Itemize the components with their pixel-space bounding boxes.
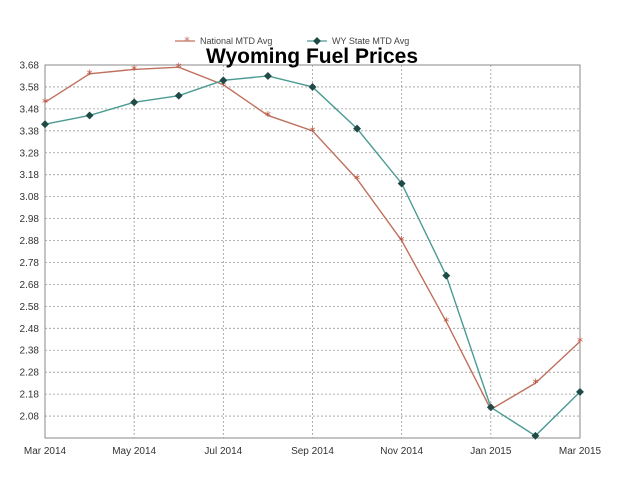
y-tick-label: 2.48: [20, 324, 40, 335]
national-point: *: [310, 124, 316, 138]
y-tick-label: 3.08: [20, 192, 40, 203]
y-tick-label: 3.48: [20, 104, 40, 115]
x-tick-label: Jan 2015: [470, 446, 512, 457]
legend-diamond-icon: [313, 37, 321, 45]
national-point: *: [265, 109, 271, 123]
legend-label-national: National MTD Avg: [200, 36, 272, 46]
national-point: *: [399, 234, 405, 248]
wy-state-point: [397, 179, 406, 188]
y-tick-label: 3.18: [20, 170, 40, 181]
y-tick-label: 2.68: [20, 280, 40, 291]
x-tick-label: Nov 2014: [380, 446, 423, 457]
national-point: *: [443, 315, 449, 329]
national-point: *: [220, 78, 226, 92]
grid: [45, 65, 580, 438]
wy-state-point: [174, 91, 183, 100]
x-tick-label: Jul 2014: [204, 446, 242, 457]
y-tick-label: 2.58: [20, 302, 40, 313]
national-point: *: [131, 63, 137, 77]
national-point: *: [176, 61, 182, 75]
y-tick-label: 3.28: [20, 148, 40, 159]
x-axis-ticks: Mar 2014 May 2014 Jul 2014 Sep 2014 Nov 2014…: [24, 446, 602, 457]
national-point: *: [577, 335, 583, 349]
y-tick-label: 3.68: [20, 61, 40, 72]
y-tick-label: 2.98: [20, 214, 40, 225]
x-tick-label: May 2014: [112, 446, 156, 457]
wy-state-point: [85, 111, 94, 120]
wy-state-point: [442, 271, 451, 280]
x-tick-label: Mar 2014: [24, 446, 67, 457]
y-tick-label: 2.88: [20, 236, 40, 247]
national-point: *: [87, 67, 93, 81]
x-tick-label: Mar 2015: [559, 446, 602, 457]
x-tick-label: Sep 2014: [291, 446, 334, 457]
wy-state-point: [531, 431, 540, 440]
plot-area: [44, 64, 581, 439]
legend-star-icon: *: [184, 35, 190, 48]
wy-state-point: [486, 403, 495, 412]
y-tick-label: 2.28: [20, 368, 40, 379]
national-point: *: [42, 96, 48, 110]
y-tick-label: 3.38: [20, 126, 40, 137]
national-point: *: [354, 173, 360, 187]
y-tick-label: 3.58: [20, 82, 40, 93]
legend-item-national: * National MTD Avg: [175, 35, 272, 48]
y-axis-ticks: 3.68 3.58 3.48 3.38 3.28 3.18 3.08 2.98 2.88 2.78…: [20, 61, 40, 423]
national-point: *: [532, 377, 538, 391]
y-tick-label: 2.18: [20, 390, 40, 401]
wy-state-point: [219, 76, 228, 85]
legend-label-wy-state: WY State MTD Avg: [332, 36, 409, 46]
y-tick-label: 2.78: [20, 258, 40, 269]
y-tick-label: 2.38: [20, 346, 40, 357]
y-tick-label: 2.08: [20, 412, 40, 423]
chart-title: Wyoming Fuel Prices: [206, 45, 418, 68]
